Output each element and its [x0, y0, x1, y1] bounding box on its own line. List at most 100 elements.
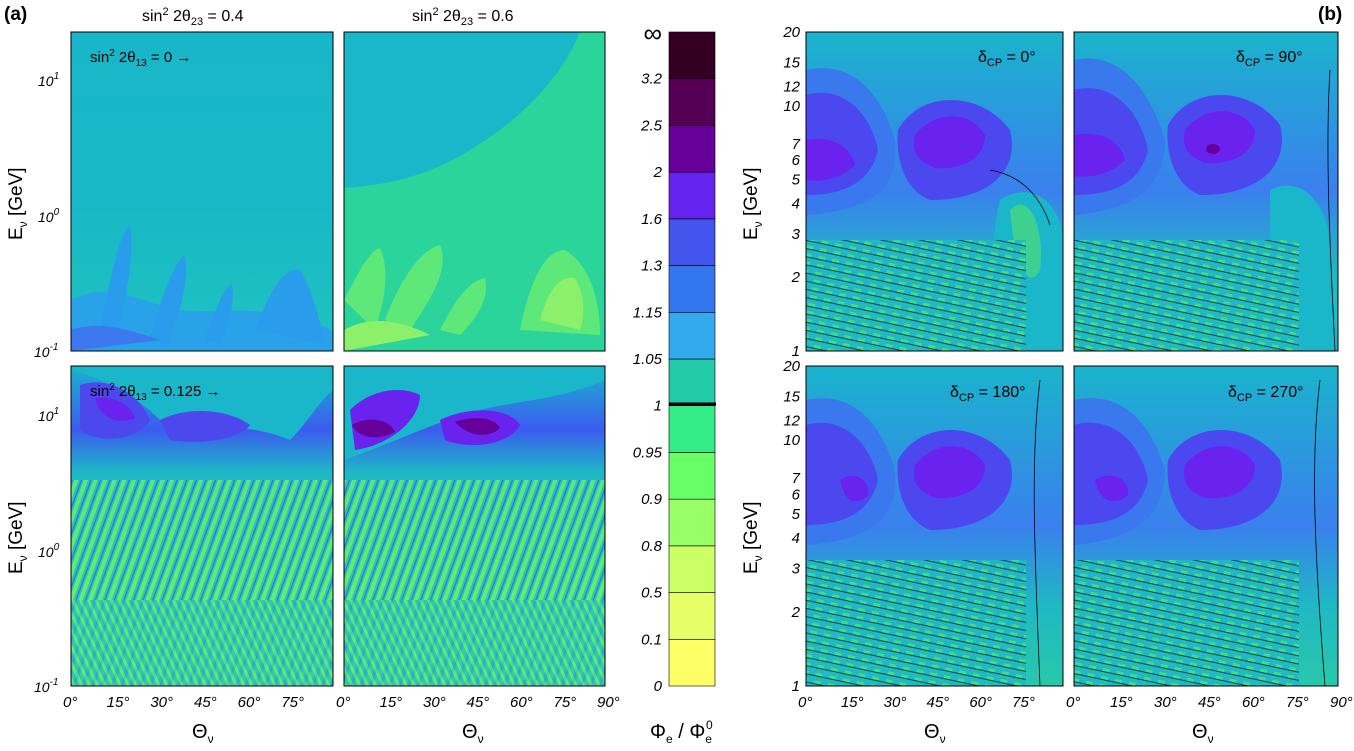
ytick-a-top-1e1: 101 — [38, 71, 59, 89]
x-tick-label: 30° — [150, 694, 173, 711]
title-b-dcp90: δCP = 90° — [1236, 49, 1303, 69]
x-tick-label: 60° — [1242, 694, 1265, 711]
xticks-a-right: 0° 15° 30° 45° 60° 75° 90° — [336, 694, 620, 711]
x-tick-label: 90° — [597, 694, 620, 711]
ylabel-b-top: Eν [GeV] — [741, 167, 765, 240]
colorbar-tick-label: 2.5 — [640, 117, 663, 134]
y-tick-label: 2 — [791, 604, 801, 621]
panel-b-label: (b) — [1318, 4, 1342, 25]
x-tick-label: 75° — [281, 694, 304, 711]
colorbar-tick-label: 1.3 — [641, 258, 663, 275]
xticks-b-left: 0° 15° 30° 45° 60° 75° — [798, 694, 1035, 711]
x-tick-label: 15° — [1110, 694, 1133, 711]
ytick-a-bottom-1e0: 100 — [38, 542, 60, 560]
x-tick-label: 15° — [380, 694, 403, 711]
x-tick-label: 0° — [336, 694, 350, 711]
x-tick-label: 75° — [554, 694, 577, 711]
y-tick-label: 3 — [792, 561, 801, 578]
colorbar-tick-label: 1.6 — [641, 211, 663, 228]
frame-b-bottom-right — [1073, 365, 1339, 687]
panel-a-label: (a) — [4, 4, 27, 25]
y-tick-label: 5 — [792, 506, 801, 523]
heatmap-a-top-left — [71, 32, 333, 351]
x-tick-label: 90° — [1330, 694, 1353, 711]
y-tick-label: 2 — [791, 269, 801, 286]
xlabel-a-right: Θν — [462, 721, 484, 746]
x-tick-label: 30° — [1154, 694, 1177, 711]
colorbar-segment — [668, 405, 716, 453]
y-tick-label: 6 — [792, 487, 801, 504]
colorbar-segment — [668, 592, 716, 640]
heatmap-b-bottom-left — [806, 366, 1063, 686]
x-tick-label: 15° — [841, 694, 864, 711]
heatmap-a-bottom-left — [71, 366, 333, 686]
x-tick-label: 60° — [238, 694, 261, 711]
colorbar-segment — [668, 218, 716, 266]
colorbar-tick-label: 0.1 — [641, 631, 662, 648]
colorbar-title: Φe / Φe0 — [650, 718, 713, 746]
y-tick-label: 1 — [792, 678, 800, 695]
x-tick-label: 15° — [107, 694, 130, 711]
colorbar-segment — [668, 31, 716, 80]
heatmap-b-bottom-right — [1074, 366, 1338, 686]
xlabel-b-left: Θν — [924, 721, 946, 746]
colorbar-segment — [668, 545, 716, 593]
ytick-a-top-1e0: 100 — [38, 207, 60, 225]
col-title-2: sin2 2θ23 = 0.6 — [412, 6, 514, 28]
xlabel-a-left: Θν — [192, 721, 214, 746]
ytick-a-bottom-1e-1: 10-1 — [34, 677, 58, 695]
y-tick-label: 4 — [792, 195, 800, 212]
frame-a-top-right — [343, 31, 606, 352]
ylabel-b-bottom: Eν [GeV] — [741, 501, 765, 574]
colorbar-tick-label: 3.2 — [641, 71, 663, 88]
ytick-a-top-1e-1: 10-1 — [34, 342, 58, 360]
xticks-b-right: 0° 15° 30° 45° 60° 75° 90° — [1066, 694, 1353, 711]
title-b-dcp270: δCP = 270° — [1228, 384, 1304, 404]
x-tick-label: 45° — [1198, 694, 1221, 711]
y-tick-label: 20 — [782, 358, 800, 375]
x-tick-label: 75° — [1286, 694, 1309, 711]
y-tick-label: 7 — [792, 470, 801, 487]
colorbar-tick-label: 2 — [653, 164, 663, 181]
frame-b-bottom-left — [805, 365, 1064, 687]
title-b-dcp180: δCP = 180° — [950, 384, 1026, 404]
y-tick-label: 7 — [792, 136, 801, 153]
ylabel-a-bottom: Eν [GeV] — [6, 501, 30, 574]
x-tick-label: 0° — [1066, 694, 1080, 711]
y-tick-label: 1 — [792, 343, 800, 360]
x-tick-label: 45° — [467, 694, 490, 711]
colorbar-tick-label: 0 — [654, 678, 663, 695]
colorbar-segment — [668, 311, 716, 360]
colorbar-tick-label: 0.5 — [641, 585, 663, 602]
colorbar-tick-label: 0.95 — [633, 444, 663, 461]
colorbar-tick-label: 1 — [654, 398, 662, 415]
x-tick-label: 75° — [1012, 694, 1035, 711]
y-tick-label: 4 — [792, 530, 800, 547]
colorbar-tick-label: 0.8 — [641, 538, 663, 555]
y-tick-label: 6 — [792, 152, 801, 169]
y-tick-label: 3 — [792, 226, 801, 243]
heatmap-a-bottom-right — [344, 366, 605, 686]
ytick-a-bottom-1e1: 101 — [38, 406, 59, 424]
row-label-top: sin2 2θ13 = 0 → — [90, 48, 191, 69]
x-tick-label: 60° — [969, 694, 992, 711]
colorbar-segment — [668, 452, 716, 500]
y-tick-label: 15 — [783, 389, 800, 406]
title-b-dcp0: δCP = 0° — [978, 49, 1036, 69]
x-tick-label: 45° — [927, 694, 950, 711]
y-tick-label: 10 — [783, 98, 800, 115]
x-tick-label: 0° — [63, 694, 77, 711]
y-tick-label: 5 — [792, 172, 801, 189]
colorbar-segment — [668, 265, 716, 313]
xlabel-b-right: Θν — [1192, 721, 1214, 746]
y-tick-label: 12 — [783, 78, 800, 95]
frame-b-top-right — [1073, 31, 1339, 352]
y-tick-label: 10 — [783, 432, 800, 449]
frame-a-top-left — [70, 31, 334, 352]
col-title-1: sin2 2θ23 = 0.4 — [142, 6, 244, 28]
x-tick-label: 0° — [798, 694, 812, 711]
frame-a-bottom-right — [343, 365, 606, 687]
colorbar-segment — [668, 171, 716, 220]
